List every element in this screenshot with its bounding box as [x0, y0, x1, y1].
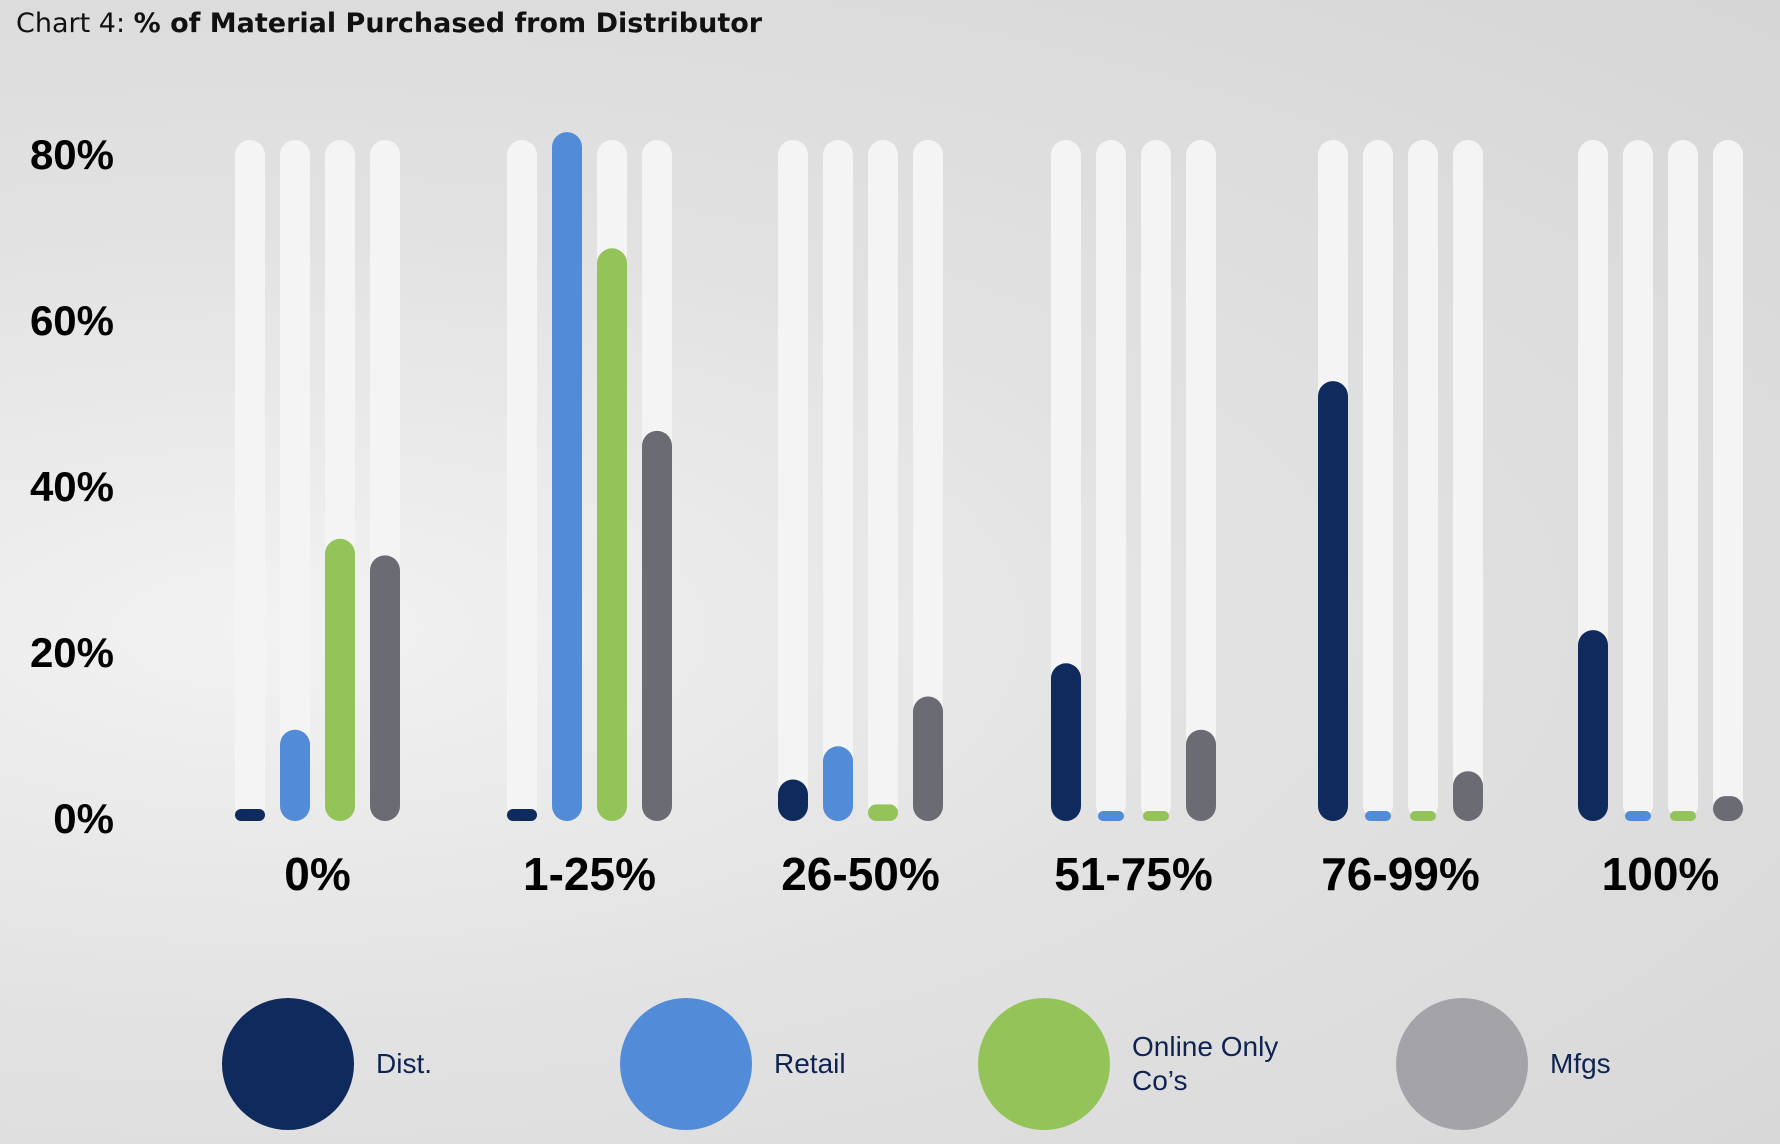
bar-online-only-co-s-51-75 [1143, 811, 1169, 821]
bar-online-only-co-s-26-50 [868, 804, 898, 821]
x-tick-label: 76-99% [1321, 848, 1480, 900]
legend-item-online-only: Online Only Co’s [978, 998, 1312, 1130]
bar-track [778, 140, 808, 820]
bar-track [1453, 140, 1483, 820]
bar-track [235, 140, 265, 820]
bar-mfgs-1-25 [642, 430, 672, 821]
bar-dist-1-25 [507, 809, 537, 821]
legend-label-retail: Retail [774, 1048, 846, 1079]
y-tick-label: 20% [30, 629, 114, 676]
y-tick-label: 0% [53, 795, 114, 842]
x-tick-label: 1-25% [523, 848, 656, 900]
bar-mfgs-76-99 [1453, 771, 1483, 821]
legend-swatch-retail [620, 998, 752, 1130]
bar-track [280, 140, 310, 820]
bar-track [1096, 140, 1126, 820]
bar-track [507, 140, 537, 820]
legend-label-dist: Dist. [376, 1048, 432, 1079]
bar-track [1051, 140, 1081, 820]
chart-title: Chart 4: % of Material Purchased from Di… [16, 8, 762, 39]
bar-dist-51-75 [1051, 663, 1081, 821]
bar-dist-76-99 [1318, 381, 1348, 821]
bar-dist-26-50 [778, 779, 808, 821]
bar-mfgs-100 [1713, 796, 1743, 821]
bar-retail-26-50 [823, 746, 853, 821]
legend-item-mfgs: Mfgs [1396, 998, 1730, 1130]
legend: Dist. Retail Online Only Co’s Mfgs [0, 990, 1780, 1140]
bar-track [823, 140, 853, 820]
chart-title-main: % of Material Purchased from Distributor [133, 8, 763, 39]
y-tick-label: 60% [30, 297, 114, 344]
bar-track [868, 140, 898, 820]
bar-dist-100 [1578, 630, 1608, 821]
x-tick-label: 51-75% [1054, 848, 1213, 900]
x-tick-label: 100% [1602, 848, 1720, 900]
bar-track [1363, 140, 1393, 820]
bar-retail-0 [280, 729, 310, 821]
legend-item-retail: Retail [620, 998, 954, 1130]
legend-swatch-dist [222, 998, 354, 1130]
bar-track [1141, 140, 1171, 820]
bar-online-only-co-s-76-99 [1410, 811, 1436, 821]
y-axis: 80% 60% 40% 20% 0% [30, 131, 114, 842]
bar-mfgs-26-50 [913, 696, 943, 821]
legend-label-mfgs: Mfgs [1550, 1048, 1611, 1079]
bar-tracks [235, 140, 1743, 820]
y-tick-label: 40% [30, 463, 114, 510]
legend-label-online-only: Online Only Co’s [1132, 1031, 1279, 1096]
x-axis: 0% 1-25% 26-50% 51-75% 76-99% 100% [284, 848, 1719, 900]
x-tick-label: 0% [284, 848, 350, 900]
legend-item-dist: Dist. [222, 998, 556, 1130]
bar-mfgs-0 [370, 555, 400, 821]
bar-mfgs-51-75 [1186, 729, 1216, 821]
legend-swatch-mfgs [1396, 998, 1528, 1130]
bar-track [1668, 140, 1698, 820]
legend-swatch-online-only [978, 998, 1110, 1130]
bar-chart: 80% 60% 40% 20% 0% 0% 1-25% 26-50% 51-75% 76-99%… [30, 131, 1743, 900]
bar-online-only-co-s-1-25 [597, 248, 627, 822]
bar-dist-0 [235, 809, 265, 821]
bar-track [1713, 140, 1743, 820]
x-tick-label: 26-50% [781, 848, 940, 900]
bar-online-only-co-s-100 [1670, 811, 1696, 821]
bar-track [1623, 140, 1653, 820]
bar-retail-1-25 [552, 132, 582, 822]
bar-track [913, 140, 943, 820]
bar-track [1408, 140, 1438, 820]
bar-retail-76-99 [1365, 811, 1391, 821]
bar-online-only-co-s-0 [325, 538, 355, 821]
y-tick-label: 80% [30, 131, 114, 178]
bar-retail-51-75 [1098, 811, 1124, 821]
bar-track [1186, 140, 1216, 820]
bars [235, 132, 1743, 822]
bar-retail-100 [1625, 811, 1651, 821]
chart-title-prefix: Chart 4: [16, 8, 126, 39]
